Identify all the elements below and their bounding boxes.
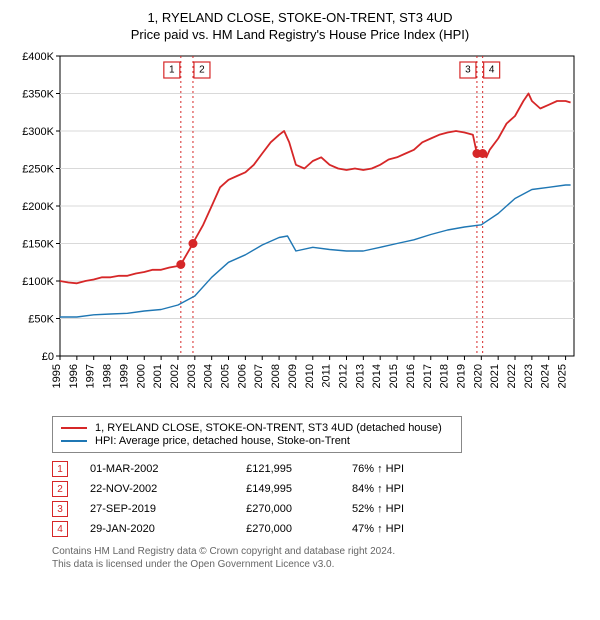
- transaction-pct: 84% ↑ HPI: [314, 483, 404, 495]
- transaction-date: 22-NOV-2002: [90, 483, 190, 495]
- footer-line-2: This data is licensed under the Open Gov…: [52, 558, 588, 571]
- transaction-row: 1 01-MAR-2002 £121,995 76% ↑ HPI: [52, 461, 588, 477]
- svg-text:£0: £0: [42, 351, 54, 363]
- svg-text:£400K: £400K: [22, 51, 54, 63]
- svg-text:2011: 2011: [321, 364, 333, 388]
- legend-swatch: [61, 427, 87, 429]
- svg-text:2017: 2017: [422, 364, 434, 388]
- chart-subtitle: Price paid vs. HM Land Registry's House …: [12, 27, 588, 42]
- svg-text:2018: 2018: [439, 364, 451, 388]
- transaction-marker: 1: [52, 461, 68, 477]
- legend-row: HPI: Average price, detached house, Stok…: [61, 435, 453, 447]
- svg-text:3: 3: [465, 65, 471, 76]
- transaction-marker: 4: [52, 521, 68, 537]
- footer-line-1: Contains HM Land Registry data © Crown c…: [52, 545, 588, 558]
- svg-text:2016: 2016: [405, 364, 417, 388]
- legend-swatch: [61, 440, 87, 442]
- svg-text:2023: 2023: [523, 364, 535, 388]
- svg-text:1998: 1998: [102, 364, 114, 388]
- svg-text:1: 1: [169, 65, 175, 76]
- svg-text:£350K: £350K: [22, 89, 54, 101]
- svg-text:£300K: £300K: [22, 126, 54, 138]
- legend-label: 1, RYELAND CLOSE, STOKE-ON-TRENT, ST3 4U…: [95, 422, 442, 434]
- transactions-table: 1 01-MAR-2002 £121,995 76% ↑ HPI 2 22-NOV-200…: [52, 461, 588, 537]
- footer-attribution: Contains HM Land Registry data © Crown c…: [52, 545, 588, 571]
- transaction-row: 3 27-SEP-2019 £270,000 52% ↑ HPI: [52, 501, 588, 517]
- svg-text:2020: 2020: [472, 364, 484, 388]
- svg-text:2009: 2009: [287, 364, 299, 388]
- svg-text:£100K: £100K: [22, 276, 54, 288]
- svg-text:2008: 2008: [270, 364, 282, 388]
- svg-text:2007: 2007: [253, 364, 265, 388]
- transaction-row: 2 22-NOV-2002 £149,995 84% ↑ HPI: [52, 481, 588, 497]
- legend-row: 1, RYELAND CLOSE, STOKE-ON-TRENT, ST3 4U…: [61, 422, 453, 434]
- svg-text:2004: 2004: [203, 364, 215, 388]
- chart-svg: £0 £50K £100K £150K £200K £250K £300K £350K £400…: [12, 50, 588, 410]
- svg-text:2015: 2015: [388, 364, 400, 388]
- svg-text:1999: 1999: [118, 364, 130, 388]
- svg-text:2014: 2014: [371, 364, 383, 388]
- transaction-price: £270,000: [212, 503, 292, 515]
- transaction-marker: 2: [52, 481, 68, 497]
- legend-label: HPI: Average price, detached house, Stok…: [95, 435, 350, 447]
- svg-text:4: 4: [489, 65, 495, 76]
- svg-text:2005: 2005: [220, 364, 232, 388]
- chart-container: 1, RYELAND CLOSE, STOKE-ON-TRENT, ST3 4U…: [0, 0, 600, 579]
- transaction-marker: 3: [52, 501, 68, 517]
- svg-text:2010: 2010: [304, 364, 316, 388]
- transaction-pct: 52% ↑ HPI: [314, 503, 404, 515]
- svg-text:1995: 1995: [51, 364, 63, 388]
- svg-text:£50K: £50K: [28, 314, 54, 326]
- svg-text:2021: 2021: [489, 364, 501, 388]
- transaction-date: 29-JAN-2020: [90, 523, 190, 535]
- legend-box: 1, RYELAND CLOSE, STOKE-ON-TRENT, ST3 4U…: [52, 416, 462, 453]
- transaction-date: 27-SEP-2019: [90, 503, 190, 515]
- chart-plot-area: £0 £50K £100K £150K £200K £250K £300K £350K £400…: [12, 50, 588, 410]
- transaction-pct: 76% ↑ HPI: [314, 463, 404, 475]
- svg-text:2001: 2001: [152, 364, 164, 388]
- transaction-price: £270,000: [212, 523, 292, 535]
- svg-text:2019: 2019: [455, 364, 467, 388]
- transaction-price: £121,995: [212, 463, 292, 475]
- svg-text:£250K: £250K: [22, 164, 54, 176]
- svg-text:1996: 1996: [68, 364, 80, 388]
- transaction-date: 01-MAR-2002: [90, 463, 190, 475]
- svg-text:2013: 2013: [354, 364, 366, 388]
- svg-text:2022: 2022: [506, 364, 518, 388]
- svg-text:£200K: £200K: [22, 201, 54, 213]
- svg-text:2006: 2006: [236, 364, 248, 388]
- svg-text:2024: 2024: [540, 364, 552, 388]
- svg-text:2000: 2000: [135, 364, 147, 388]
- transaction-pct: 47% ↑ HPI: [314, 523, 404, 535]
- svg-text:2003: 2003: [186, 364, 198, 388]
- chart-title: 1, RYELAND CLOSE, STOKE-ON-TRENT, ST3 4U…: [12, 10, 588, 25]
- svg-text:1997: 1997: [85, 364, 97, 388]
- transaction-row: 4 29-JAN-2020 £270,000 47% ↑ HPI: [52, 521, 588, 537]
- svg-text:2002: 2002: [169, 364, 181, 388]
- svg-text:£150K: £150K: [22, 239, 54, 251]
- svg-text:2: 2: [199, 65, 205, 76]
- svg-text:2012: 2012: [337, 364, 349, 388]
- transaction-price: £149,995: [212, 483, 292, 495]
- svg-text:2025: 2025: [557, 364, 569, 388]
